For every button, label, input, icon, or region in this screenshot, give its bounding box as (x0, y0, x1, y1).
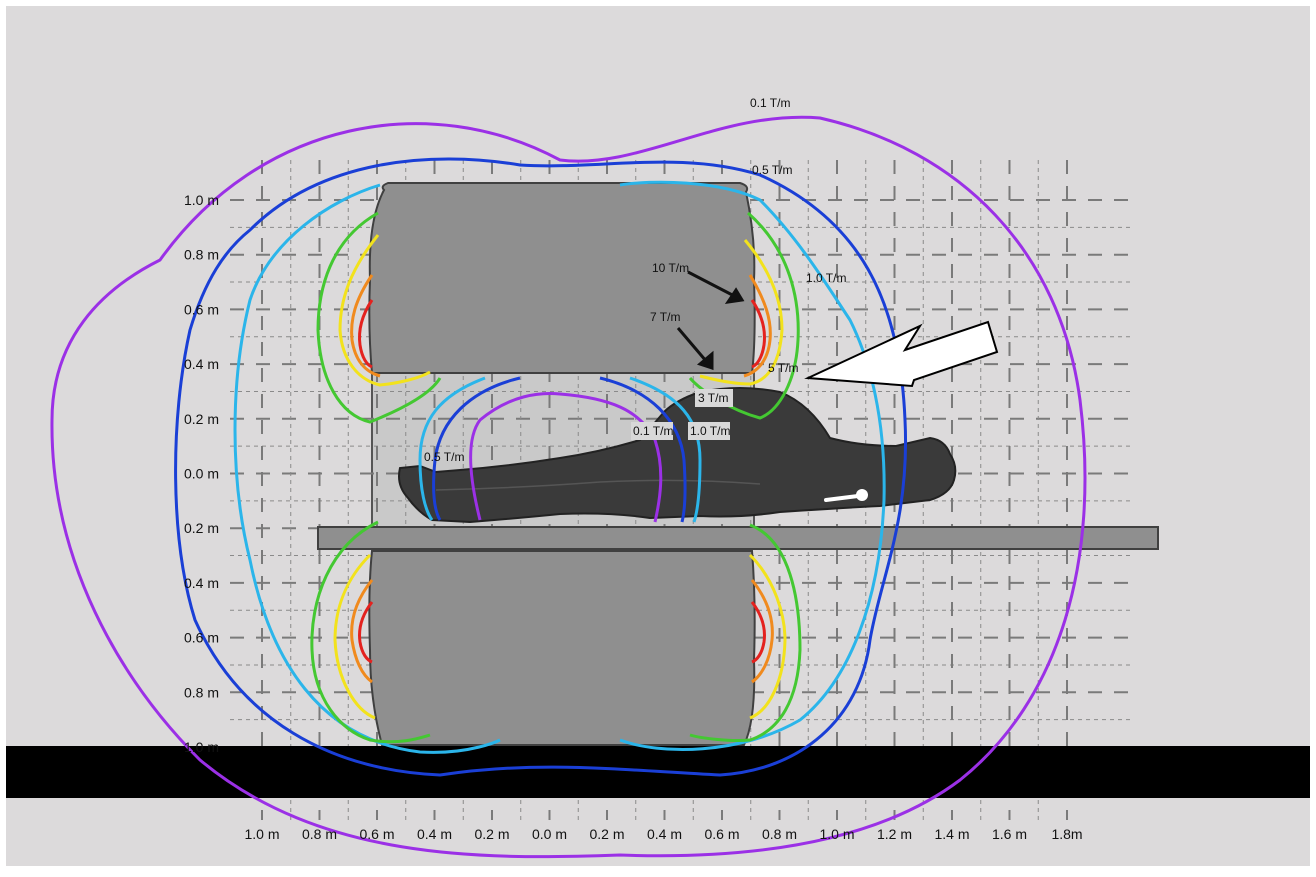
y-tick-label: 0.4 m (184, 575, 219, 591)
label-box-1.0: 1.0 T/m (690, 424, 730, 438)
contour-10-ll (358, 601, 374, 664)
x-tick-label: 0.2 m (589, 826, 624, 842)
x-tick-label: 1.6 m (992, 826, 1027, 842)
label-outer-0.1: 0.1 T/m (750, 96, 790, 110)
contour-7-lr (750, 579, 774, 684)
contour-0.5 (174, 157, 908, 777)
label-3: 3 T/m (698, 391, 728, 405)
box-3-bg (695, 389, 733, 407)
contour-bore-0.5-right (599, 376, 687, 523)
x-tick-label: 0.8 m (302, 826, 337, 842)
contours (50, 115, 1087, 859)
y-tick-label: 0.2 m (184, 411, 219, 427)
x-tick-label: 1.0 m (244, 826, 279, 842)
magnet-lower (368, 550, 756, 746)
x-axis-labels: 1.0 m 0.8 m 0.6 m 0.4 m 0.2 m 0.0 m 0.2 m 0.4 m… (244, 826, 1082, 842)
x-tick-label: 1.0 m (819, 826, 854, 842)
contour-10-ul (358, 299, 374, 369)
label-outer-0.5: 0.5 T/m (752, 163, 792, 177)
contour-bore-1.0-left (418, 376, 486, 521)
contour-7-ll (350, 579, 374, 684)
y-tick-label: 0.4 m (184, 356, 219, 372)
x-tick-label: 0.0 m (532, 826, 567, 842)
contour-3-ll (310, 520, 431, 744)
box-1.0-bg (688, 422, 730, 440)
y-tick-label: 0.2 m (184, 520, 219, 536)
contour-5-ul (338, 234, 431, 387)
x-tick-label: 0.2 m (474, 826, 509, 842)
y-tick-label: 0.0 m (184, 466, 219, 482)
x-tick-label: 1.4 m (934, 826, 969, 842)
y-tick-label: 1.0 m (184, 192, 219, 208)
x-tick-label: 1.2 m (877, 826, 912, 842)
label-5: 5 T/m (768, 361, 798, 375)
y-tick-label: 1.0 m (184, 739, 219, 755)
big-white-arrow (804, 320, 999, 388)
contour-1.0 (233, 180, 886, 754)
contour-0.1 (50, 115, 1087, 859)
label-bore-0.5: 0.5 T/m (424, 450, 464, 464)
contour-bore-0.1 (469, 392, 663, 523)
y-tick-label: 0.8 m (184, 684, 219, 700)
contour-5-ll (333, 553, 376, 720)
x-tick-label: 0.6 m (359, 826, 394, 842)
y-tick-label: 0.6 m (184, 630, 219, 646)
contour-10-ur (750, 299, 766, 369)
contour-7-ur (743, 274, 772, 378)
small-arrows (676, 270, 745, 371)
x-tick-label: 1.8m (1051, 826, 1082, 842)
contour-7-ul (350, 274, 381, 378)
x-tick-label: 0.4 m (647, 826, 682, 842)
label-box-0.1: 0.1 T/m (633, 424, 673, 438)
x-tick-label: 0.8 m (762, 826, 797, 842)
x-tick-label: 0.6 m (704, 826, 739, 842)
patient-table (317, 526, 1159, 550)
contour-3-lr (689, 523, 802, 742)
y-axis-labels: 1.0 m 0.8 m 0.6 m 0.4 m 0.2 m 0.0 m 0.2 m 0.4 m… (184, 192, 219, 755)
contour-10-lr (750, 601, 766, 664)
contour-5-ur (699, 239, 784, 386)
label-10: 10 T/m (652, 261, 689, 275)
label-7: 7 T/m (650, 310, 680, 324)
box-0.1-bg (631, 422, 673, 440)
contour-5-lr (748, 553, 787, 720)
contour-3-ul (316, 211, 442, 424)
label-outer-1.0: 1.0 T/m (806, 271, 846, 285)
contour-bore-0.5-left (432, 376, 521, 521)
y-tick-label: 0.6 m (184, 301, 219, 317)
x-tick-label: 0.4 m (417, 826, 452, 842)
y-tick-label: 0.8 m (184, 247, 219, 263)
contour-bore-1.0-right (629, 376, 702, 523)
